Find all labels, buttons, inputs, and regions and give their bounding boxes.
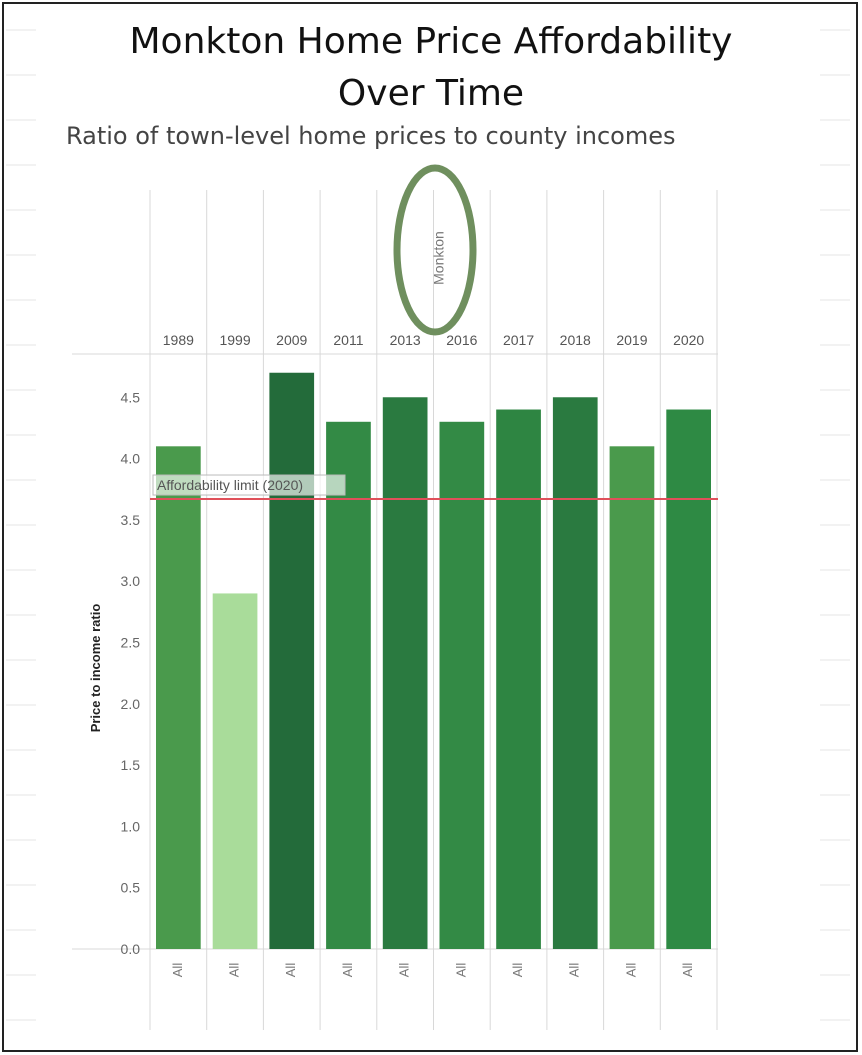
x-sublabel: All bbox=[170, 963, 185, 978]
x-category-label: 2017 bbox=[503, 332, 534, 348]
x-category-label: 1999 bbox=[219, 332, 250, 348]
y-tick-label: 2.0 bbox=[121, 696, 141, 712]
chart-subtitle: Ratio of town-level home prices to count… bbox=[66, 122, 676, 150]
y-axis-label: Price to income ratio bbox=[88, 604, 103, 733]
bar-2020 bbox=[666, 409, 711, 949]
y-tick-label: 0.5 bbox=[121, 880, 141, 896]
x-category-label: 2018 bbox=[560, 332, 591, 348]
y-tick-label: 0.0 bbox=[121, 941, 141, 957]
chart-title-line2: Over Time bbox=[337, 73, 525, 114]
bar-2017 bbox=[496, 409, 541, 949]
x-sublabel: All bbox=[623, 963, 638, 978]
bar-2018 bbox=[552, 397, 598, 949]
x-sublabel: All bbox=[226, 963, 241, 978]
bar-1989 bbox=[156, 446, 201, 949]
y-tick-label: 4.0 bbox=[121, 451, 141, 467]
x-sublabel: All bbox=[453, 963, 468, 978]
x-sublabel: All bbox=[340, 963, 355, 978]
x-sublabel: All bbox=[510, 963, 525, 978]
x-sublabel: All bbox=[567, 963, 582, 978]
x-category-label: 2011 bbox=[333, 332, 363, 348]
x-category-label: 2013 bbox=[390, 332, 421, 348]
y-tick-label: 1.5 bbox=[121, 757, 141, 773]
pane-header-label: Monkton bbox=[431, 231, 447, 285]
bar-2016 bbox=[439, 421, 485, 950]
y-tick-label: 3.0 bbox=[121, 573, 141, 589]
x-sublabel: All bbox=[283, 963, 298, 978]
y-tick-label: 2.5 bbox=[121, 634, 141, 650]
bar-2009 bbox=[269, 372, 315, 949]
x-category-label: 1989 bbox=[163, 332, 194, 348]
x-category-label: 2020 bbox=[673, 332, 704, 348]
x-category-label: 2016 bbox=[446, 332, 477, 348]
highlight-circle bbox=[393, 164, 477, 336]
x-category-label: 2009 bbox=[276, 332, 307, 348]
y-tick-label: 4.5 bbox=[121, 389, 141, 405]
reference-line-label: Affordability limit (2020) bbox=[157, 477, 303, 493]
bar-2019 bbox=[609, 446, 655, 949]
y-tick-label: 1.0 bbox=[121, 818, 141, 834]
x-category-label: 2019 bbox=[616, 332, 647, 348]
bar-2013 bbox=[382, 397, 428, 949]
x-sublabel: All bbox=[680, 963, 695, 978]
y-tick-label: 3.5 bbox=[121, 512, 141, 528]
bar-2011 bbox=[326, 421, 371, 950]
bar-1999 bbox=[212, 593, 258, 949]
chart-title-line1: Monkton Home Price Affordability bbox=[129, 21, 733, 62]
x-sublabel: All bbox=[397, 963, 412, 978]
reference-label-box bbox=[152, 474, 346, 496]
